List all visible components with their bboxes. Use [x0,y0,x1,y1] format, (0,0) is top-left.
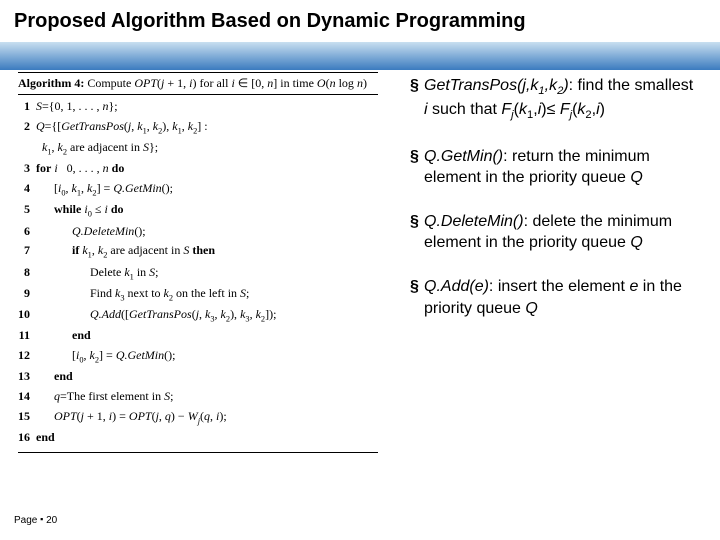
algorithm-line: 12[i0, k2] = Q.GetMin(); [18,346,378,367]
bullet-text: Q.GetMin(): return the minimum element i… [424,146,700,189]
algorithm-line: 11end [18,326,378,346]
line-number: 10 [18,305,34,325]
algorithm-line: 13end [18,367,378,387]
line-code: end [34,326,91,346]
line-number: 14 [18,387,34,407]
bullet-marker-icon: § [410,211,424,254]
line-code: k1, k2 are adjacent in S}; [34,138,158,159]
bullet-item: §Q.Add(e): insert the element e in the p… [410,276,700,319]
line-code: if k1, k2 are adjacent in S then [34,241,215,262]
line-code: Find k3 next to k2 on the left in S; [34,284,249,305]
algorithm-line: 4[i0, k1, k2] = Q.GetMin(); [18,179,378,200]
line-number: 8 [18,263,34,283]
line-code: OPT(j + 1, i) = OPT(j, q) − Wj(q, i); [34,407,227,428]
description-bullets: §GetTransPos(j,k1,k2): find the smallest… [410,75,700,341]
footer-page-number: 20 [46,515,57,526]
line-code: Delete k1 in S; [34,263,159,284]
line-number: 5 [18,200,34,220]
line-code: Q={[GetTransPos(j, k1, k2), k1, k2] : [34,117,208,138]
line-number: 4 [18,179,34,199]
algorithm-header: Algorithm 4: Compute OPT(j + 1, i) for a… [18,72,378,95]
bullet-marker-icon: § [410,146,424,189]
algorithm-line: 2Q={[GetTransPos(j, k1, k2), k1, k2] : [18,117,378,138]
line-number: 11 [18,326,34,346]
bullet-square-icon: ▪ [40,514,43,524]
line-code: while i0 ≤ i do [34,200,124,221]
line-code: for i 0, . . . , n do [34,159,124,179]
line-number: 7 [18,241,34,261]
algorithm-line: 16end [18,428,378,448]
bullet-item: §Q.DeleteMin(): delete the minimum eleme… [410,211,700,254]
algorithm-line: 9Find k3 next to k2 on the left in S; [18,284,378,305]
line-code: q=The first element in S; [34,387,173,407]
algorithm-line: 8Delete k1 in S; [18,263,378,284]
line-number: 3 [18,159,34,179]
bullet-text: Q.Add(e): insert the element e in the pr… [424,276,700,319]
line-number: 1 [18,97,34,117]
algorithm-line: 6Q.DeleteMin(); [18,222,378,242]
algorithm-line: k1, k2 are adjacent in S}; [18,138,378,159]
bullet-item: §GetTransPos(j,k1,k2): find the smallest… [410,75,700,124]
algorithm-line: 1S={0, 1, . . . , n}; [18,97,378,117]
algorithm-line: 5while i0 ≤ i do [18,200,378,221]
algorithm-box: Algorithm 4: Compute OPT(j + 1, i) for a… [18,72,378,453]
line-code: Q.DeleteMin(); [34,222,146,242]
line-number: 15 [18,407,34,427]
line-number: 16 [18,428,34,448]
header-band [0,42,720,70]
algorithm-line: 7if k1, k2 are adjacent in S then [18,241,378,262]
line-number: 9 [18,284,34,304]
bullet-item: §Q.GetMin(): return the minimum element … [410,146,700,189]
line-number: 12 [18,346,34,366]
line-code: end [34,367,73,387]
line-code: [i0, k2] = Q.GetMin(); [34,346,175,367]
line-code: end [34,428,55,448]
line-code: [i0, k1, k2] = Q.GetMin(); [34,179,173,200]
algorithm-line: 15OPT(j + 1, i) = OPT(j, q) − Wj(q, i); [18,407,378,428]
algorithm-line: 10Q.Add([GetTransPos(j, k3, k2), k3, k2]… [18,305,378,326]
bullet-text: GetTransPos(j,k1,k2): find the smallest … [424,75,700,124]
algorithm-line: 3for i 0, . . . , n do [18,159,378,179]
bullet-text: Q.DeleteMin(): delete the minimum elemen… [424,211,700,254]
line-number: 2 [18,117,34,137]
line-code: Q.Add([GetTransPos(j, k3, k2), k3, k2]); [34,305,276,326]
line-number: 6 [18,222,34,242]
page-footer: Page ▪ 20 [14,514,57,526]
slide-title: Proposed Algorithm Based on Dynamic Prog… [14,10,526,33]
footer-label: Page [14,515,37,526]
line-number: 13 [18,367,34,387]
line-code: S={0, 1, . . . , n}; [34,97,118,117]
bullet-marker-icon: § [410,75,424,124]
algorithm-body: 1S={0, 1, . . . , n};2Q={[GetTransPos(j,… [18,95,378,453]
bullet-marker-icon: § [410,276,424,319]
algorithm-line: 14q=The first element in S; [18,387,378,407]
